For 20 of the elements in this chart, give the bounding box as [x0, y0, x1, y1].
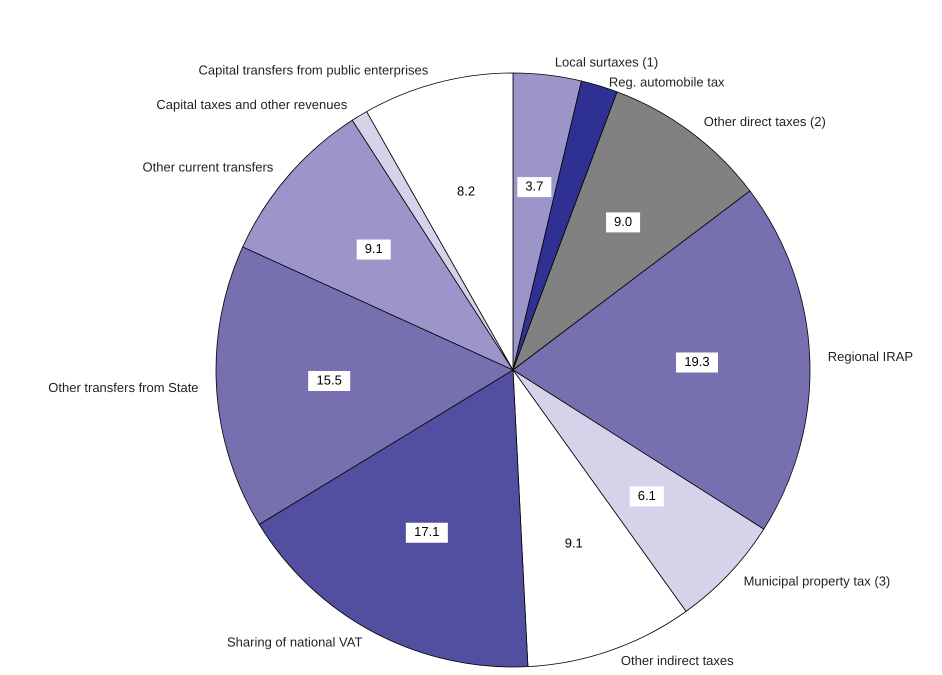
slice-label: Regional IRAP	[828, 348, 914, 364]
data-label: 3.7	[525, 178, 544, 194]
data-label: 15.5	[316, 372, 342, 388]
slice-label: Other indirect taxes	[620, 653, 734, 668]
slice-label: Local surtaxes (1)	[554, 54, 658, 70]
slice-label: Reg. automobile tax	[608, 74, 726, 90]
data-label: 17.1	[414, 524, 440, 540]
slice-label: Municipal property tax (3)	[744, 574, 890, 589]
data-label: 9.0	[614, 214, 632, 229]
slice-label: Other transfers from State	[48, 380, 199, 395]
slice-label: Other current transfers	[142, 159, 274, 174]
data-label: 19.3	[684, 354, 710, 369]
slice-label: Other direct taxes (2)	[704, 114, 826, 129]
slice-label: Capital transfers from public enterprises	[198, 62, 429, 78]
slice-label: Capital taxes and other revenues	[156, 96, 348, 112]
data-label: 9.1	[564, 535, 583, 550]
slice-label: Sharing of national VAT	[227, 634, 362, 650]
data-label: 6.1	[638, 488, 656, 503]
data-label: 8.2	[457, 183, 476, 198]
data-label: 9.1	[364, 240, 383, 256]
